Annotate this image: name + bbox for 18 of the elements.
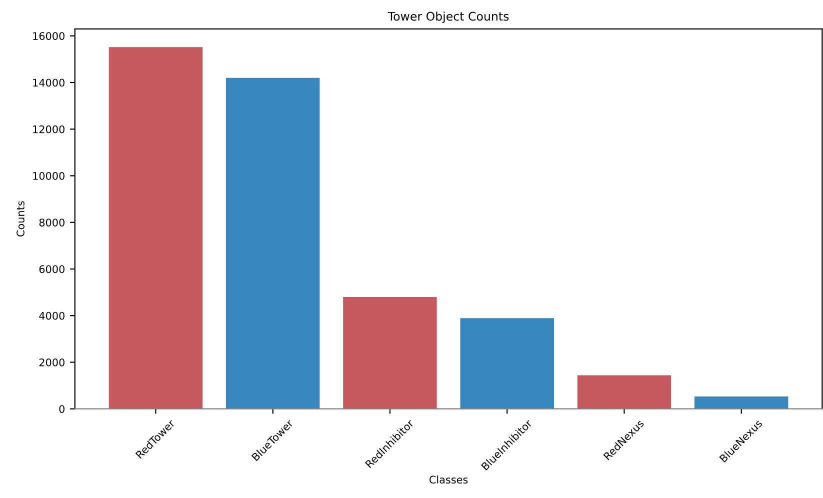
y-tick-label: 14000: [33, 78, 64, 87]
y-tick-label: 4000: [39, 312, 64, 320]
y-tick-label: 8000: [39, 218, 64, 226]
bar: [108, 47, 203, 409]
y-tick-label: 16000: [33, 32, 64, 40]
chart-title: Tower Object Counts: [388, 12, 509, 24]
bar: [343, 296, 437, 409]
bar: [460, 318, 554, 409]
bar: [694, 396, 788, 409]
y-tick-label: 12000: [33, 125, 64, 134]
y-tick-label: 2000: [39, 358, 64, 366]
y-tick-label: 10000: [33, 172, 64, 180]
x-axis-title: Classes: [430, 475, 468, 484]
y-axis-title: Counts: [16, 201, 24, 236]
y-tick-label: 6000: [39, 265, 64, 274]
bar: [226, 78, 320, 409]
y-tick-label: 0: [59, 405, 64, 413]
bar: [577, 375, 672, 409]
